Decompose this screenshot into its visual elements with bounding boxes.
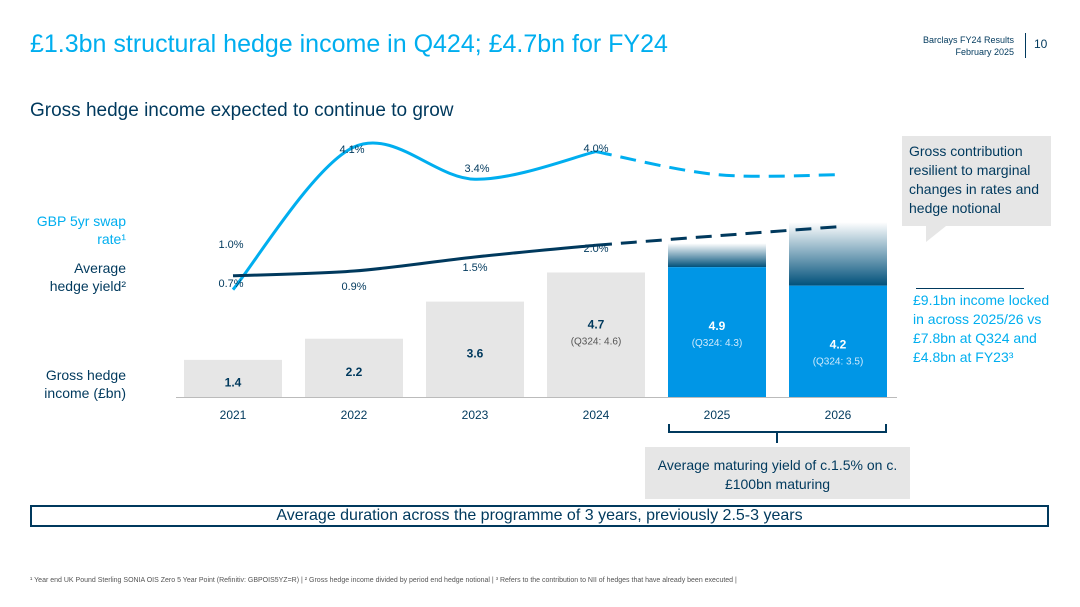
bar-upside-2025 xyxy=(668,243,766,268)
x-tick-label: 2023 xyxy=(462,408,489,422)
hedge-yield-label: 1.5% xyxy=(462,262,487,274)
duration-banner xyxy=(30,505,1049,527)
swap-rate-line-projected xyxy=(595,150,843,178)
bar-sub-label: (Q324: 3.5) xyxy=(813,357,864,368)
page-number: 10 xyxy=(1034,37,1048,51)
bar-2023 xyxy=(426,301,524,397)
locked-income-note: £9.1bn income locked in across 2025/26 v… xyxy=(913,292,1050,365)
swap-rate-label: 4.0% xyxy=(583,143,608,155)
bar-2026 xyxy=(789,285,887,397)
hedge-yield-line-actual xyxy=(232,243,597,278)
swap-rate-label: GBP 5yr swap rate¹ xyxy=(36,213,126,247)
bar-2024 xyxy=(547,272,645,397)
bar-upside-2026 xyxy=(789,222,887,286)
footnotes: ¹ Year end UK Pound Sterling SONIA OIS Z… xyxy=(30,577,737,584)
bar-value-label: 1.4 xyxy=(225,375,242,389)
swap-rate-label: 4.1% xyxy=(339,144,364,156)
callout-text: Gross contribution resilient to marginal… xyxy=(909,143,1039,216)
page-title: £1.3bn structural hedge income in Q424; … xyxy=(30,30,668,58)
bar-2025 xyxy=(668,267,766,397)
report-name: Barclays FY24 Results xyxy=(922,35,1014,45)
bar-sub-label: (Q324: 4.6) xyxy=(571,336,622,347)
maturing-bracket xyxy=(668,424,887,443)
callout-box xyxy=(902,136,1051,226)
swap-rate-label: 1.0% xyxy=(218,239,243,251)
bar-value-label: 2.2 xyxy=(346,365,363,379)
bar-sub-label: (Q324: 4.3) xyxy=(692,338,743,349)
swap-rate-label: 3.4% xyxy=(464,163,489,175)
callout-pointer xyxy=(926,226,946,242)
locked-note-rule xyxy=(916,288,1024,289)
hedge-yield-label: 0.7% xyxy=(218,278,243,290)
bar-value-label: 3.6 xyxy=(467,346,484,360)
x-tick-label: 2022 xyxy=(341,408,368,422)
maturing-yield-note: Average maturing yield of c.1.5% on c.£1… xyxy=(657,457,898,492)
swap-rate-line-actual xyxy=(231,141,597,291)
bar-value-label: 4.7 xyxy=(588,317,605,331)
hedge-yield-label: 2.0% xyxy=(583,243,608,255)
hedge-yield-label: 0.9% xyxy=(341,281,366,293)
hedge-yield-line-projected xyxy=(595,224,843,247)
bar-2022 xyxy=(305,338,403,397)
x-tick-label: 2021 xyxy=(220,408,247,422)
report-date: February 2025 xyxy=(955,47,1014,57)
gross-income-label: Gross hedge income (£bn) xyxy=(44,367,126,401)
maturing-yield-box xyxy=(645,447,910,499)
bar-2021 xyxy=(184,359,282,397)
duration-note: Average duration across the programme of… xyxy=(276,507,803,524)
chart-subtitle: Gross hedge income expected to continue … xyxy=(30,100,454,121)
header-divider xyxy=(1025,33,1026,58)
bar-value-label: 4.2 xyxy=(830,338,847,352)
x-tick-label: 2024 xyxy=(583,408,610,422)
x-tick-label: 2025 xyxy=(704,408,731,422)
hedge-yield-label: Average hedge yield² xyxy=(49,260,126,294)
x-tick-label: 2026 xyxy=(825,408,852,422)
bar-value-label: 4.9 xyxy=(709,319,726,333)
